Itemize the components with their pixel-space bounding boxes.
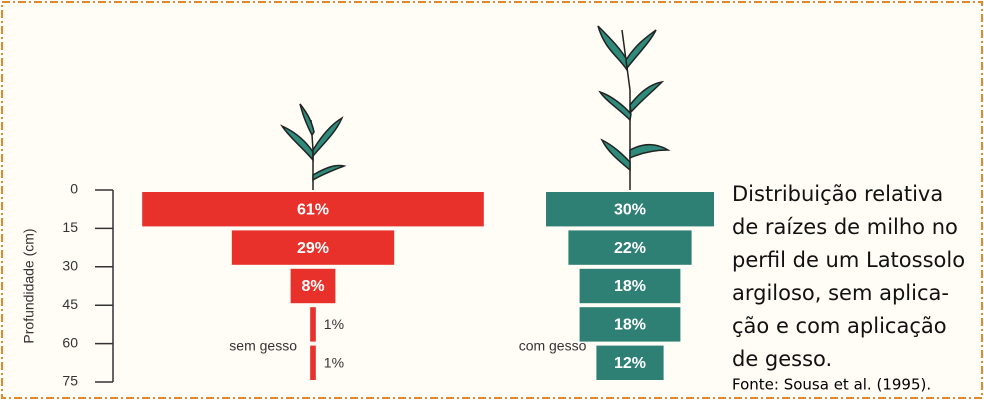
- plant-large: [597, 25, 671, 190]
- value-label: 18%: [614, 278, 646, 295]
- value-label: 8%: [301, 278, 324, 295]
- bar: [310, 345, 316, 380]
- caption-line: argiloso, sem aplica-: [732, 281, 949, 305]
- value-label: 1%: [324, 355, 344, 371]
- bar: [290, 268, 336, 304]
- bar: [579, 307, 681, 342]
- value-label: 61%: [297, 201, 329, 218]
- y-tick-label: 45: [62, 296, 78, 312]
- y-tick-label: 75: [62, 373, 78, 389]
- y-tick-label: 15: [62, 219, 78, 235]
- y-tick-label: 0: [70, 181, 78, 197]
- value-label: 1%: [324, 316, 344, 332]
- caption-line: de raízes de milho no: [732, 215, 958, 239]
- value-label: 29%: [297, 240, 329, 257]
- bar: [546, 192, 714, 227]
- caption-line: ção e com aplicação: [732, 314, 947, 338]
- caption-line: Distribuição relativa: [732, 182, 943, 206]
- bar: [579, 268, 681, 304]
- bar: [231, 230, 395, 265]
- value-label: 18%: [614, 317, 646, 334]
- value-label: 22%: [614, 240, 646, 257]
- y-axis-label: Profundidade (cm): [21, 228, 37, 343]
- value-label: 12%: [614, 355, 646, 372]
- bar: [142, 192, 484, 227]
- y-tick-label: 60: [62, 334, 78, 350]
- y-tick-label: 30: [62, 258, 78, 274]
- bar: [568, 230, 692, 265]
- bar: [310, 307, 316, 342]
- caption-line: de gesso.: [732, 347, 832, 371]
- series-label: com gesso: [519, 338, 587, 354]
- plant-small: [279, 103, 347, 190]
- value-label: 30%: [614, 201, 646, 218]
- caption-line: perfil de um Latossolo: [732, 248, 965, 272]
- caption: Distribuição relativa de raízes de milho …: [732, 182, 965, 371]
- source: Fonte: Sousa et al. (1995).: [732, 376, 931, 394]
- series-label: sem gesso: [229, 338, 297, 354]
- bar: [596, 345, 664, 380]
